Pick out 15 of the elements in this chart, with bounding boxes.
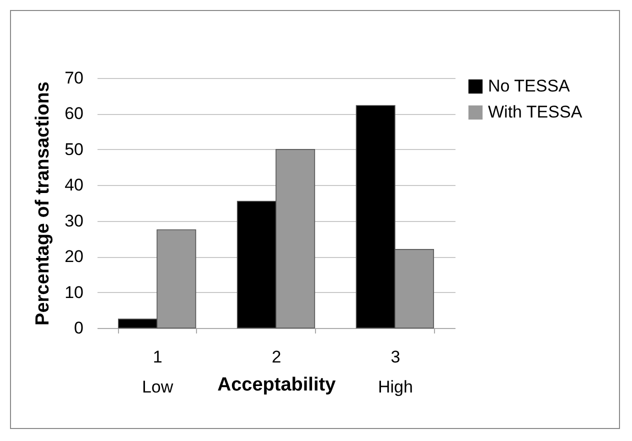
x-tick-label: 1 Low [142, 348, 174, 396]
legend-label: No TESSA [488, 76, 571, 96]
y-axis-title: Percentage of transactions [32, 82, 54, 326]
y-tick-label: 20 [64, 247, 84, 266]
x-axis-title: Acceptability [217, 374, 336, 396]
y-tick-label: 50 [64, 140, 84, 159]
y-tick-label: 70 [64, 68, 84, 88]
legend-label: With TESSA [488, 102, 583, 122]
x-tick-label: 2 [272, 348, 282, 366]
y-tick-label: 10 [64, 282, 84, 302]
y-tick-label: 40 [64, 176, 84, 195]
y-tick-label: 0 [74, 318, 84, 338]
y-tick-label: 30 [64, 211, 84, 230]
y-tick-label: 60 [64, 104, 84, 124]
x-tick-label: 3 High [378, 348, 413, 396]
